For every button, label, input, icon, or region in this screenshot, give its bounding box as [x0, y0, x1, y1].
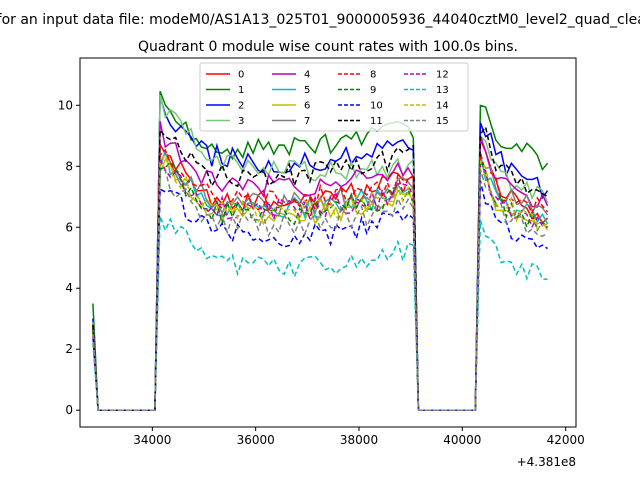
legend-item: 8 — [338, 70, 376, 81]
x-tick-label: 38000 — [340, 433, 378, 447]
y-tick-label: 6 — [65, 220, 73, 234]
legend-label: 6 — [304, 101, 310, 112]
legend-item: 6 — [272, 101, 310, 112]
series-layer — [92, 91, 549, 411]
legend-label: 15 — [436, 116, 449, 127]
legend-item: 15 — [404, 116, 449, 127]
legend-item: 7 — [272, 116, 310, 127]
y-tick-label: 10 — [58, 98, 73, 112]
legend-item: 12 — [404, 70, 449, 81]
legend-label: 11 — [370, 116, 383, 127]
legend-label: 10 — [370, 101, 383, 112]
legend-label: 0 — [238, 70, 244, 81]
series-line-14 — [92, 154, 548, 411]
legend-label: 12 — [436, 70, 449, 81]
legend-label: 8 — [370, 70, 376, 81]
figure-suptitle: Plots for an input data file: modeM0/AS1… — [0, 12, 640, 28]
legend-item: 2 — [206, 101, 244, 112]
legend-label: 2 — [238, 101, 244, 112]
legend-label: 5 — [304, 85, 310, 96]
legend-label: 7 — [304, 116, 310, 127]
legend-item: 5 — [272, 85, 310, 96]
y-tick-label: 4 — [65, 281, 73, 295]
y-tick-label: 8 — [65, 159, 73, 173]
legend-item: 1 — [206, 85, 244, 96]
series-line-12 — [92, 159, 548, 411]
x-tick-label: 36000 — [237, 433, 275, 447]
y-tick-label: 0 — [65, 403, 73, 417]
x-axis-offset-label: +4.381e8 — [517, 455, 576, 469]
x-axis: 34000 36000 38000 40000 42000 — [133, 427, 585, 447]
legend-item: 10 — [338, 101, 383, 112]
legend-label: 9 — [370, 85, 376, 96]
legend-label: 4 — [304, 70, 310, 81]
legend-item: 9 — [338, 85, 376, 96]
legend-frame — [199, 62, 469, 132]
legend-label: 13 — [436, 85, 449, 96]
y-tick-label: 2 — [65, 342, 73, 356]
legend-item: 0 — [206, 70, 244, 81]
legend-item: 4 — [272, 70, 310, 81]
legend-label: 14 — [436, 101, 449, 112]
y-axis: 0 2 4 6 8 10 — [58, 98, 80, 417]
x-tick-label: 42000 — [547, 433, 585, 447]
legend-item: 13 — [404, 85, 449, 96]
x-tick-label: 34000 — [133, 433, 171, 447]
legend-item: 11 — [338, 116, 383, 127]
legend-label: 3 — [238, 116, 244, 127]
legend-item: 14 — [404, 101, 449, 112]
chart-title: Quadrant 0 module wise count rates with … — [138, 39, 518, 55]
plot-frame — [79, 57, 577, 428]
x-tick-label: 40000 — [443, 433, 481, 447]
series-line-11 — [92, 125, 549, 411]
legend-label: 1 — [238, 85, 244, 96]
legend-item: 3 — [206, 116, 244, 127]
